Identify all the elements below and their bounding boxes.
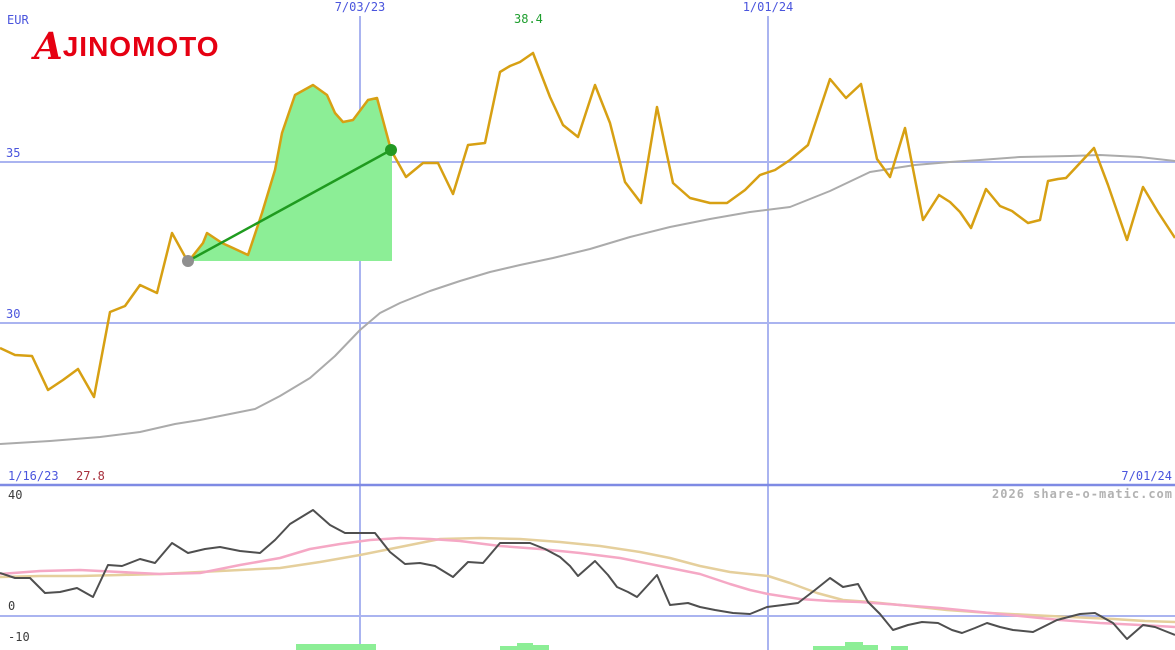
- indicator-main-line: [0, 509, 1175, 640]
- y-axis-tick-30: 30: [6, 307, 21, 321]
- ajinomoto-logo: AJINOMOTO: [34, 24, 220, 68]
- volume-bar-5: [845, 642, 863, 650]
- x-axis-date-label-jan24: 1/01/24: [742, 0, 794, 14]
- logo-first-letter: A: [34, 24, 63, 68]
- price-line[interactable]: [0, 51, 1175, 399]
- x-axis-date-label-jul23: 7/03/23: [334, 0, 386, 14]
- indicator-signal-tan-line: [0, 536, 1175, 624]
- trend-line[interactable]: [187, 148, 392, 263]
- volume-bar-0: [296, 644, 376, 650]
- volume-bar-2: [517, 643, 533, 650]
- moving-average-line: [0, 154, 1175, 445]
- trend-end-handle[interactable]: [385, 144, 397, 156]
- volume-bar-7: [891, 646, 908, 650]
- indicator-tick-neg10: -10: [8, 630, 30, 644]
- currency-label: EUR: [7, 13, 29, 27]
- indicator-tick-0: 0: [8, 599, 16, 613]
- gain-area: [188, 85, 392, 262]
- high-value-annotation: 38.4: [514, 12, 543, 26]
- logo-rest: JINOMOTO: [62, 31, 220, 62]
- volume-bar-3: [533, 645, 549, 650]
- trend-start-handle[interactable]: [182, 255, 194, 267]
- x-axis-start-date-label: 1/16/23: [8, 469, 59, 483]
- x-axis-end-date-label: 7/01/24: [1121, 469, 1172, 483]
- volume-bar-4: [813, 646, 845, 650]
- indicator-last-value-label: 27.8: [76, 469, 105, 483]
- watermark: 2026 share-o-matic.com: [992, 487, 1173, 501]
- volume-bar-1: [500, 646, 517, 650]
- indicator-signal-pink-line: [0, 536, 1175, 629]
- indicator-tick-40: 40: [8, 488, 23, 502]
- volume-bar-6: [863, 645, 878, 650]
- y-axis-tick-35: 35: [6, 146, 21, 160]
